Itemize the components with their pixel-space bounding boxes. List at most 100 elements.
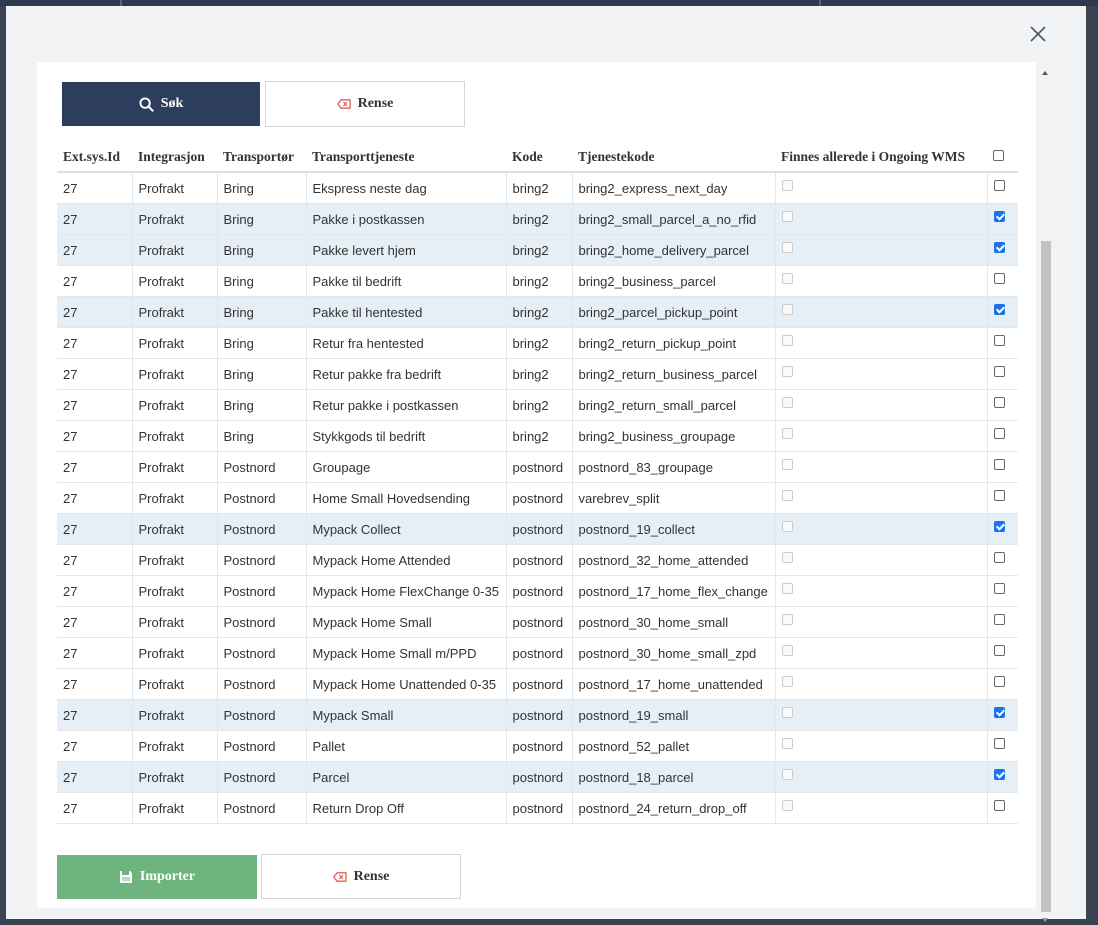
row-select-checkbox[interactable] [993, 675, 1005, 687]
table-row[interactable]: 27 Profrakt Bring Retur pakke fra bedrift br… [57, 358, 1018, 390]
column-header-service-code[interactable]: Tjenestekode [572, 143, 775, 173]
exists-in-wms-cell [775, 234, 988, 266]
transport-service-cell: Mypack Collect [306, 513, 507, 545]
table-row[interactable]: 27 Profrakt Postnord Mypack Home Unattended… [57, 668, 1018, 700]
exists-in-wms-checkbox [781, 427, 793, 439]
column-header-transport-service[interactable]: Transporttjeneste [306, 143, 506, 173]
search-button[interactable]: Søk [62, 82, 260, 126]
table-row[interactable]: 27 Profrakt Bring Retur pakke i postkassen b… [57, 389, 1018, 421]
import-button-label: Importer [139, 869, 196, 884]
row-select-checkbox[interactable] [993, 520, 1005, 532]
service-code-cell: bring2_business_parcel [572, 265, 776, 297]
ext-sys-id-cell: 27 [57, 420, 133, 452]
service-code-cell: postnord_32_home_attended [572, 544, 776, 576]
transport-service-cell: Pakke i postkassen [306, 203, 507, 235]
close-button[interactable] [1027, 23, 1049, 45]
scrollbar-thumb[interactable] [1041, 241, 1051, 912]
service-code-cell: postnord_52_pallet [572, 730, 776, 762]
table-row[interactable]: 27 Profrakt Bring Retur fra hentested bring2… [57, 327, 1018, 359]
table-row[interactable]: 27 Profrakt Postnord Mypack Home Attended po… [57, 544, 1018, 576]
row-select-checkbox[interactable] [993, 396, 1005, 408]
table-row[interactable]: 27 Profrakt Bring Pakke i postkassen bring2 b… [57, 203, 1018, 235]
row-select-checkbox[interactable] [993, 210, 1005, 222]
table-row[interactable]: 27 Profrakt Postnord Pallet postnord postnord… [57, 730, 1018, 762]
service-code-cell: bring2_parcel_pickup_point [572, 296, 776, 328]
row-select-checkbox[interactable] [993, 613, 1005, 625]
integration-cell: Profrakt [132, 637, 218, 669]
ext-sys-id-cell: 27 [57, 172, 133, 204]
ext-sys-id-cell: 27 [57, 296, 133, 328]
carrier-cell: Postnord [217, 730, 307, 762]
service-code-cell: bring2_return_business_parcel [572, 358, 776, 390]
table-row[interactable]: 27 Profrakt Postnord Mypack Small postnord po… [57, 699, 1018, 731]
row-select-checkbox[interactable] [993, 272, 1005, 284]
table-row[interactable]: 27 Profrakt Postnord Groupage postnord postno… [57, 451, 1018, 483]
table-row[interactable]: 27 Profrakt Bring Ekspress neste dag bring2 b… [57, 172, 1018, 204]
column-header-carrier[interactable]: Transportør [217, 143, 306, 173]
table-row[interactable]: 27 Profrakt Bring Stykkgods til bedrift brin… [57, 420, 1018, 452]
table-row[interactable]: 27 Profrakt Bring Pakke til bedrift bring2 br… [57, 265, 1018, 297]
column-header-exists-in-wms[interactable]: Finnes allerede i Ongoing WMS [775, 143, 987, 173]
service-code-cell: postnord_30_home_small [572, 606, 776, 638]
row-select-checkbox[interactable] [993, 334, 1005, 346]
row-select-checkbox[interactable] [993, 241, 1005, 253]
service-code-cell: bring2_return_pickup_point [572, 327, 776, 359]
code-cell: bring2 [506, 172, 573, 204]
exists-in-wms-checkbox [781, 675, 793, 687]
clear-selection-button[interactable]: Rense [261, 854, 461, 899]
code-cell: postnord [506, 575, 573, 607]
code-cell: postnord [506, 668, 573, 700]
exists-in-wms-checkbox [781, 272, 793, 284]
code-cell: bring2 [506, 296, 573, 328]
row-select-checkbox[interactable] [993, 489, 1005, 501]
table-row[interactable]: 27 Profrakt Postnord Mypack Home Small m/PP… [57, 637, 1018, 669]
clear-search-label: Rense [357, 96, 394, 111]
integration-cell: Profrakt [132, 606, 218, 638]
table-row[interactable]: 27 Profrakt Postnord Return Drop Off postnor… [57, 792, 1018, 824]
row-select-checkbox[interactable] [993, 551, 1005, 563]
row-select-checkbox[interactable] [993, 582, 1005, 594]
carrier-cell: Bring [217, 234, 307, 266]
row-select-checkbox[interactable] [993, 458, 1005, 470]
row-select-checkbox[interactable] [993, 427, 1005, 439]
eraser-icon [332, 871, 347, 882]
column-header-code[interactable]: Kode [506, 143, 572, 173]
column-header-integration[interactable]: Integrasjon [132, 143, 217, 173]
table-row[interactable]: 27 Profrakt Postnord Mypack Collect postnord… [57, 513, 1018, 545]
import-button[interactable]: Importer [57, 855, 257, 899]
row-select-checkbox[interactable] [993, 303, 1005, 315]
table-row[interactable]: 27 Profrakt Postnord Parcel postnord postnord… [57, 761, 1018, 793]
column-header-ext-sys-id[interactable]: Ext.sys.Id [57, 143, 132, 173]
service-code-cell: bring2_home_delivery_parcel [572, 234, 776, 266]
select-cell [987, 358, 1018, 390]
carrier-cell: Bring [217, 420, 307, 452]
select-all-checkbox[interactable] [993, 150, 1004, 162]
row-select-checkbox[interactable] [993, 179, 1005, 191]
background-header [0, 0, 1098, 6]
row-select-checkbox[interactable] [993, 799, 1005, 811]
table-row[interactable]: 27 Profrakt Postnord Home Small Hovedsendin… [57, 482, 1018, 514]
transport-service-cell: Home Small Hovedsending [306, 482, 507, 514]
table-row[interactable]: 27 Profrakt Bring Pakke til hentested bring2… [57, 296, 1018, 328]
scroll-up-arrow[interactable] [1042, 71, 1048, 75]
exists-in-wms-cell [775, 451, 988, 483]
dialog-scrollbar[interactable] [1040, 62, 1052, 925]
exists-in-wms-cell [775, 761, 988, 793]
table-row[interactable]: 27 Profrakt Postnord Mypack Home FlexChange… [57, 575, 1018, 607]
table-row[interactable]: 27 Profrakt Postnord Mypack Home Small postn… [57, 606, 1018, 638]
service-code-cell: postnord_17_home_flex_change [572, 575, 776, 607]
row-select-checkbox[interactable] [993, 644, 1005, 656]
select-cell [987, 668, 1018, 700]
row-select-checkbox[interactable] [993, 768, 1005, 780]
import-dialog: Søk Rense Ext.sys.Id Integrasjon Transpo… [6, 6, 1086, 922]
close-icon[interactable] [1027, 23, 1049, 45]
ext-sys-id-cell: 27 [57, 203, 133, 235]
table-row[interactable]: 27 Profrakt Bring Pakke levert hjem bring2 br… [57, 234, 1018, 266]
row-select-checkbox[interactable] [993, 365, 1005, 377]
row-select-checkbox[interactable] [993, 706, 1005, 718]
clear-search-button[interactable]: Rense [265, 81, 465, 127]
transport-service-cell: Pakke til hentested [306, 296, 507, 328]
row-select-checkbox[interactable] [993, 737, 1005, 749]
code-cell: bring2 [506, 203, 573, 235]
select-cell [987, 699, 1018, 731]
